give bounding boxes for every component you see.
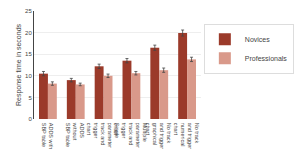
- svg-text:10: 10: [25, 73, 32, 79]
- svg-text:Response time in seconds: Response time in seconds: [15, 23, 23, 106]
- svg-text:No trackand triggernumericalch: No trackand triggernumericalchart: [173, 123, 200, 149]
- svg-text:15: 15: [25, 51, 32, 57]
- svg-text:20: 20: [25, 30, 32, 36]
- svg-text:5: 5: [28, 95, 32, 101]
- svg-text:0: 0: [28, 116, 32, 122]
- svg-text:Professionals: Professionals: [245, 55, 288, 62]
- svg-text:Multipleparametertrack andtrig: Multipleparametertrack andtriggerchart: [113, 123, 148, 148]
- svg-text:Singleparametertrack andtrigge: Singleparametertrack andtriggerchart: [86, 123, 121, 148]
- svg-text:No trackand triggergraphicalch: No trackand triggergraphicalchart: [145, 123, 172, 149]
- svg-text:ADDS withSBP table: ADDS withSBP table: [41, 123, 54, 150]
- svg-text:ADDSwithoutSBP table: ADDSwithoutSBP table: [65, 122, 85, 147]
- svg-text:25: 25: [25, 8, 32, 14]
- svg-text:Novices: Novices: [245, 36, 270, 43]
